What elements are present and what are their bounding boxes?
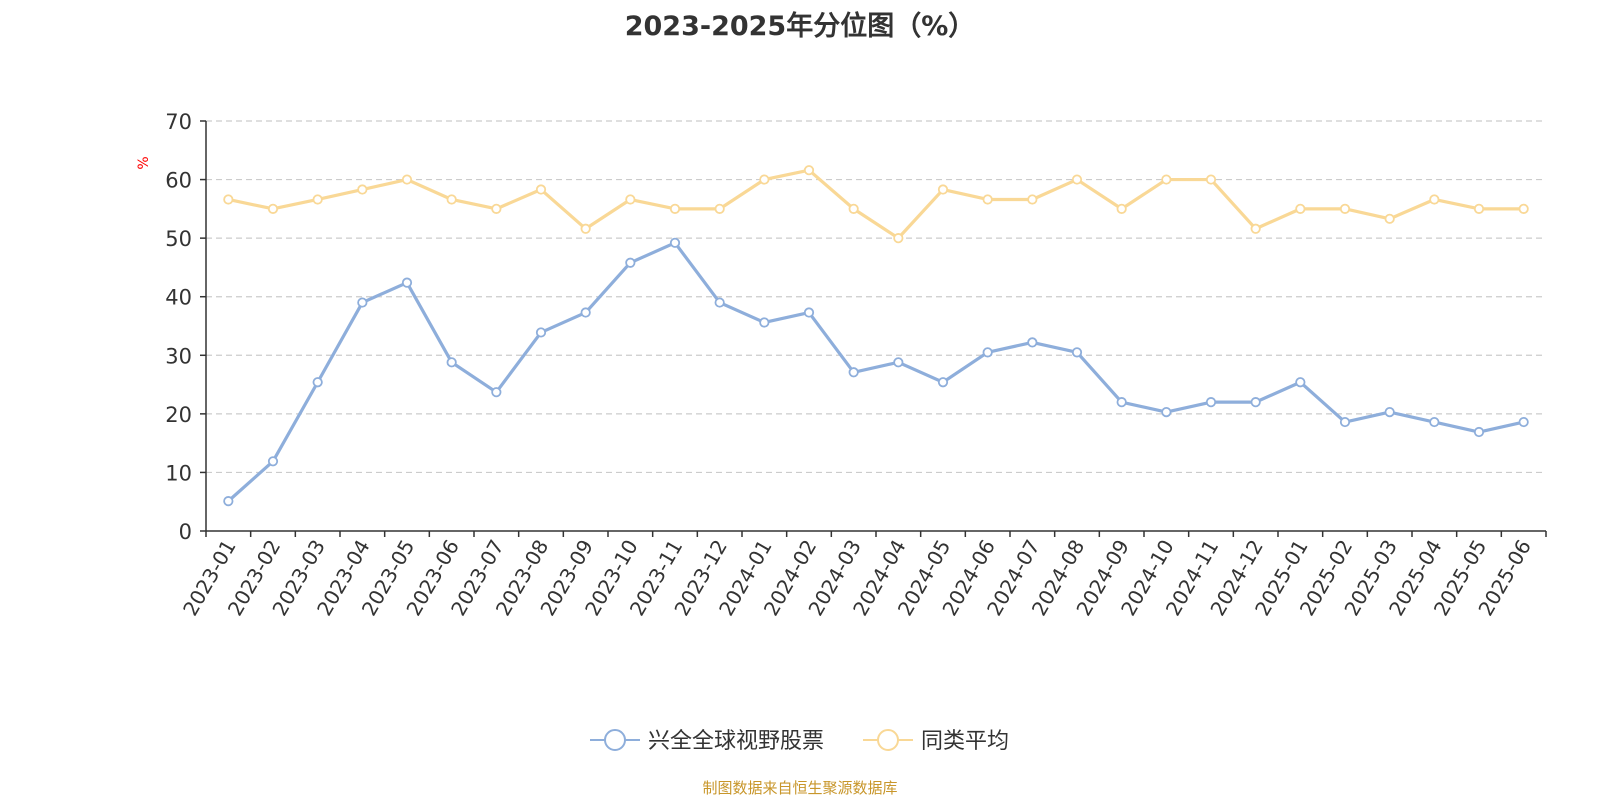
data-point[interactable] <box>669 237 681 248</box>
data-point[interactable] <box>1250 397 1261 408</box>
data-source-note: 制图数据来自恒生聚源数据库 <box>702 779 898 797</box>
data-point[interactable] <box>491 387 502 398</box>
data-point[interactable] <box>669 203 681 214</box>
data-point[interactable] <box>1295 203 1306 214</box>
data-point[interactable] <box>714 203 725 214</box>
data-point[interactable] <box>1384 213 1395 224</box>
data-point[interactable] <box>1116 397 1127 408</box>
data-point[interactable] <box>535 327 547 338</box>
y-tick-label: 0 <box>179 520 192 544</box>
grid-lines <box>206 120 1546 474</box>
data-point[interactable] <box>312 377 323 388</box>
data-point[interactable] <box>1250 223 1261 234</box>
legend-label: 同类平均 <box>921 729 1009 754</box>
data-point[interactable] <box>982 194 993 205</box>
data-point[interactable] <box>357 184 368 195</box>
y-tick-label: 10 <box>165 461 192 485</box>
data-point[interactable] <box>848 203 859 214</box>
data-point[interactable] <box>491 203 502 214</box>
data-point[interactable] <box>1027 337 1038 348</box>
series-lines <box>223 165 1529 507</box>
y-tick-label: 50 <box>165 227 192 251</box>
legend-label: 兴全全球视野股票 <box>648 729 824 754</box>
data-point[interactable] <box>580 307 591 318</box>
legend-marker <box>604 729 626 751</box>
series-2 <box>223 165 1529 244</box>
data-point[interactable] <box>893 233 904 244</box>
legend[interactable]: 兴全全球视野股票 同类平均 <box>590 729 1009 754</box>
data-point[interactable] <box>625 257 636 268</box>
data-point[interactable] <box>1161 174 1172 185</box>
data-point[interactable] <box>625 194 636 205</box>
legend-item-1[interactable]: 兴全全球视野股票 <box>590 729 824 754</box>
data-point[interactable] <box>1161 406 1172 418</box>
data-point[interactable] <box>759 174 770 185</box>
data-point[interactable] <box>535 184 547 195</box>
data-point[interactable] <box>1205 397 1217 408</box>
data-point[interactable] <box>267 456 279 467</box>
data-point[interactable] <box>848 367 859 378</box>
data-point[interactable] <box>937 184 949 195</box>
data-point[interactable] <box>1027 194 1038 205</box>
data-point[interactable] <box>1429 194 1440 205</box>
data-point[interactable] <box>446 194 457 205</box>
data-point[interactable] <box>803 307 815 318</box>
data-point[interactable] <box>312 194 323 205</box>
data-point[interactable] <box>401 174 413 185</box>
data-point[interactable] <box>1071 347 1083 358</box>
data-point[interactable] <box>223 496 234 507</box>
data-point[interactable] <box>446 357 457 368</box>
chart-title: 2023-2025年分位图（%） <box>624 11 976 42</box>
axes: 010203040506070%2023-012023-022023-03202… <box>136 110 1547 620</box>
y-axis-label: % <box>136 156 152 169</box>
data-point[interactable] <box>1384 406 1395 418</box>
y-tick-label: 30 <box>165 344 192 368</box>
data-point[interactable] <box>401 277 413 288</box>
y-tick-label: 70 <box>165 110 192 134</box>
y-tick-label: 60 <box>165 169 192 193</box>
legend-marker <box>877 729 899 751</box>
data-point[interactable] <box>982 347 993 358</box>
data-point[interactable] <box>1429 416 1440 428</box>
data-point[interactable] <box>223 194 234 205</box>
legend-item-2[interactable]: 同类平均 <box>863 729 1009 754</box>
data-point[interactable] <box>1205 174 1217 185</box>
data-point[interactable] <box>1473 426 1485 438</box>
data-point[interactable] <box>357 297 368 308</box>
data-point[interactable] <box>714 297 725 308</box>
data-point[interactable] <box>1295 377 1306 388</box>
data-point[interactable] <box>1518 416 1529 428</box>
data-point[interactable] <box>1518 203 1529 214</box>
data-point[interactable] <box>759 317 770 328</box>
data-point[interactable] <box>1473 203 1485 214</box>
y-tick-label: 40 <box>165 286 192 310</box>
series-1 <box>223 237 1529 507</box>
y-tick-label: 20 <box>165 403 192 427</box>
data-point[interactable] <box>937 377 949 388</box>
data-point[interactable] <box>803 165 815 176</box>
data-point[interactable] <box>1339 416 1351 428</box>
data-point[interactable] <box>893 357 904 368</box>
data-point[interactable] <box>267 203 279 214</box>
data-point[interactable] <box>1339 203 1351 214</box>
data-point[interactable] <box>1071 174 1083 185</box>
data-point[interactable] <box>1116 203 1127 214</box>
series-line <box>227 241 1525 503</box>
data-point[interactable] <box>580 223 591 234</box>
series-line <box>228 168 1524 240</box>
